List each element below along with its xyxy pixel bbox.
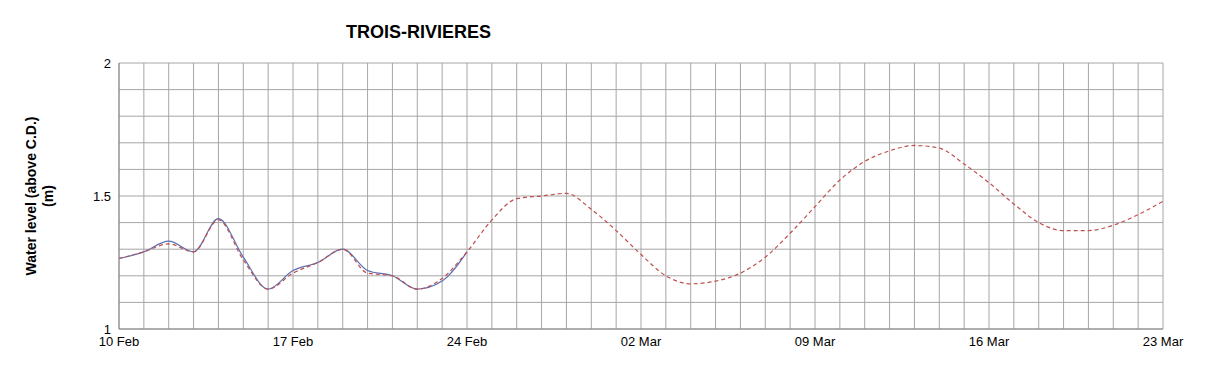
svg-text:24 Feb: 24 Feb bbox=[447, 334, 487, 349]
svg-text:2: 2 bbox=[104, 56, 111, 71]
svg-text:23 Mar: 23 Mar bbox=[1143, 334, 1184, 349]
svg-text:17 Feb: 17 Feb bbox=[273, 334, 313, 349]
svg-text:09 Mar: 09 Mar bbox=[795, 334, 836, 349]
svg-text:1: 1 bbox=[104, 322, 111, 337]
html-text:Water level (above C.D.) (m): Water level (above C.D.) (m) bbox=[23, 116, 56, 276]
svg-text:10 Feb: 10 Feb bbox=[98, 334, 140, 350]
html-text:TROIS-RIVIERES: TROIS-RIVIERES bbox=[346, 22, 491, 42]
svg-text:1.5: 1.5 bbox=[93, 189, 111, 204]
svg-text:16 Mar: 16 Mar bbox=[969, 334, 1010, 349]
svg-text:02 Mar: 02 Mar bbox=[621, 334, 662, 349]
